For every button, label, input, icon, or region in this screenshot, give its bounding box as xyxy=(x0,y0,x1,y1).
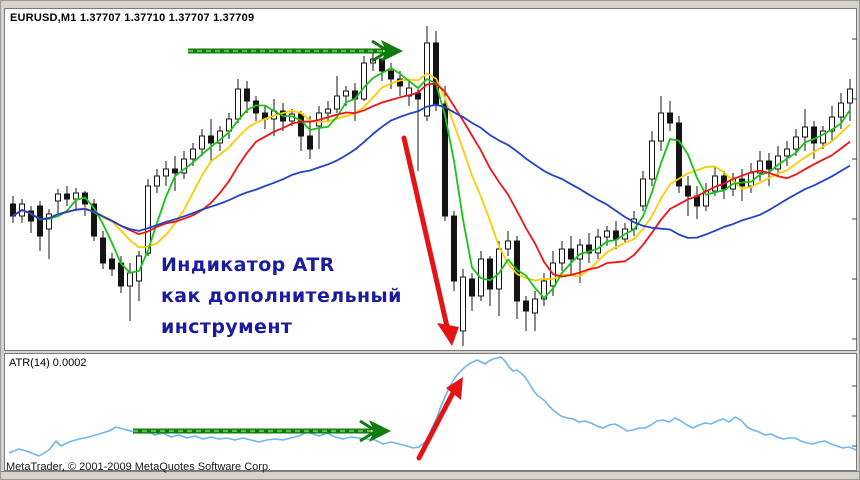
candlestick xyxy=(802,126,808,138)
candlestick xyxy=(379,58,385,72)
candlestick xyxy=(820,130,826,144)
candlestick xyxy=(190,148,196,160)
time-axis xyxy=(1,471,859,479)
candlestick xyxy=(334,95,340,110)
copyright-status-text: MetaTrader, © 2001-2009 MetaQuotes Softw… xyxy=(6,461,272,473)
spike-arrow-atr-shaft xyxy=(416,384,459,461)
candlestick xyxy=(37,205,43,237)
candlestick xyxy=(847,88,853,104)
ma-blue-line xyxy=(12,103,851,239)
candlestick xyxy=(793,136,799,150)
candlestick xyxy=(388,70,394,80)
candlestick xyxy=(523,300,529,312)
candlestick xyxy=(343,90,349,97)
candlestick xyxy=(55,193,61,202)
atr-line xyxy=(8,356,857,457)
candlestick xyxy=(127,272,133,287)
candlestick xyxy=(145,185,151,254)
candlestick xyxy=(766,160,772,170)
candlestick xyxy=(811,126,817,144)
candlestick xyxy=(73,192,79,200)
candlestick xyxy=(208,135,214,144)
candlestick xyxy=(667,112,673,124)
candlestick xyxy=(397,78,403,87)
flat-arrow-atr-head xyxy=(369,420,391,442)
candlestick xyxy=(559,248,565,264)
candlestick xyxy=(640,178,646,207)
candlestick xyxy=(838,102,844,118)
candlestick xyxy=(577,244,583,260)
candlestick xyxy=(100,237,106,264)
candlestick xyxy=(64,193,70,200)
candlestick xyxy=(469,278,475,297)
candlestick xyxy=(451,215,457,282)
quote-title: EURUSD,M1 1.37707 1.37710 1.37707 1.3770… xyxy=(10,12,255,24)
ma-yellow-line xyxy=(12,72,851,282)
candlestick xyxy=(487,258,493,290)
candlestick xyxy=(784,148,790,157)
candlestick xyxy=(586,244,592,254)
candlestick xyxy=(829,116,835,132)
annotation-line: Индикатор ATR xyxy=(161,254,335,276)
candlestick xyxy=(712,175,718,192)
candlestick xyxy=(604,230,610,238)
candlestick xyxy=(505,240,511,250)
candlestick xyxy=(595,236,601,254)
candlestick xyxy=(154,175,160,187)
drop-arrow-main-head xyxy=(437,323,459,346)
candlestick xyxy=(181,158,187,174)
spike-arrow-atr-head xyxy=(446,377,463,400)
annotation-note: Индикатор ATR как дополнительный инструм… xyxy=(161,250,402,343)
candlestick xyxy=(325,108,331,114)
annotation-line: инструмент xyxy=(161,316,293,338)
uptrend-arrow-main-head xyxy=(381,40,403,62)
candlestick xyxy=(172,168,178,174)
candlestick xyxy=(235,88,241,120)
atr-indicator-panel[interactable] xyxy=(4,353,857,471)
candlestick xyxy=(433,42,439,105)
drop-arrow-main-shaft xyxy=(401,135,451,334)
candlestick xyxy=(361,62,367,100)
candlestick xyxy=(298,113,304,137)
candlestick xyxy=(199,135,205,150)
atr-indicator-label: ATR(14) 0.0002 xyxy=(9,357,87,369)
candlestick xyxy=(685,185,691,197)
candlestick xyxy=(91,203,97,237)
candlestick xyxy=(244,88,250,102)
ma-green-line xyxy=(12,67,851,299)
candlestick xyxy=(676,122,682,187)
annotation-line: как дополнительный xyxy=(161,285,402,307)
candlestick xyxy=(163,168,169,177)
candlestick xyxy=(442,103,448,217)
candlestick xyxy=(649,140,655,180)
candlestick xyxy=(46,213,52,230)
candlestick xyxy=(136,255,142,282)
candlestick xyxy=(307,135,313,150)
candlestick xyxy=(109,258,115,270)
candlestick xyxy=(460,276,466,332)
ma-red-line xyxy=(12,82,851,278)
candlestick xyxy=(658,112,664,142)
candlestick xyxy=(757,160,763,174)
candlestick xyxy=(541,280,547,300)
candlestick xyxy=(568,248,574,260)
candlestick xyxy=(532,298,538,314)
